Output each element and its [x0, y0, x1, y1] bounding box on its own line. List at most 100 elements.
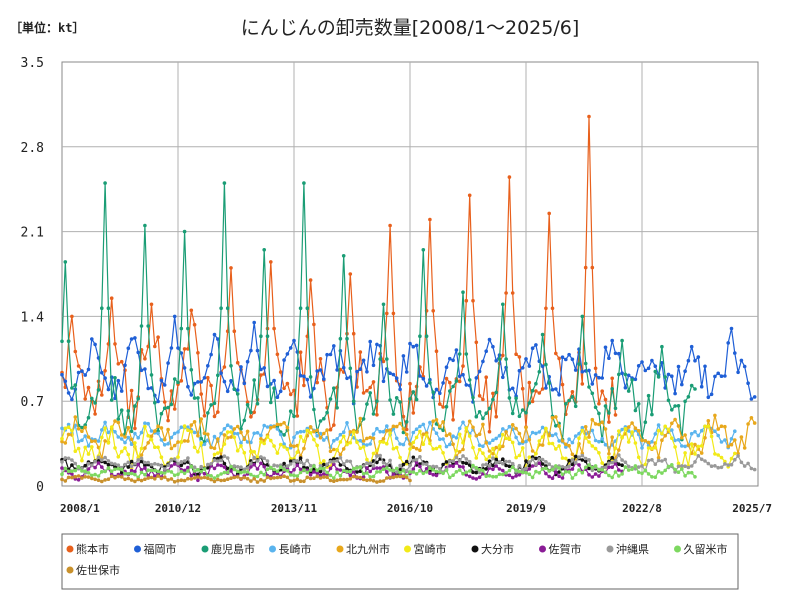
data-point	[308, 425, 313, 429]
data-point	[90, 476, 94, 481]
data-point	[322, 459, 326, 463]
data-point	[109, 398, 114, 402]
x-tick-label: 2025/7	[732, 502, 772, 515]
data-point	[93, 472, 97, 477]
data-point	[481, 463, 485, 467]
data-point	[554, 464, 558, 468]
data-point	[66, 339, 71, 344]
data-point	[394, 436, 399, 441]
data-point	[411, 445, 416, 450]
data-point	[332, 457, 336, 461]
data-point	[689, 442, 694, 446]
data-point	[60, 472, 64, 477]
data-point	[514, 396, 518, 401]
data-point	[414, 435, 419, 440]
data-point	[269, 260, 273, 264]
data-point	[93, 439, 97, 443]
data-point	[139, 324, 144, 328]
data-point	[746, 422, 750, 426]
data-point	[719, 424, 724, 429]
data-point	[487, 474, 492, 478]
data-point	[133, 404, 137, 408]
data-point	[222, 454, 227, 459]
data-point	[162, 383, 167, 387]
data-point	[119, 408, 124, 413]
data-point	[338, 468, 343, 472]
data-point	[414, 427, 419, 432]
data-point	[172, 480, 177, 484]
data-point	[308, 468, 313, 472]
data-point	[332, 344, 336, 348]
data-point	[524, 410, 528, 415]
data-point	[438, 402, 442, 406]
data-point	[593, 422, 598, 426]
data-point	[308, 278, 313, 282]
data-point	[159, 378, 164, 383]
data-point	[577, 455, 581, 460]
data-point	[620, 338, 624, 343]
data-point	[222, 442, 227, 446]
data-point	[278, 442, 283, 447]
data-point	[282, 474, 286, 479]
data-point	[646, 440, 651, 445]
data-point	[133, 462, 137, 466]
data-point	[617, 448, 621, 452]
data-point	[719, 374, 724, 379]
data-point	[365, 436, 369, 441]
data-point	[434, 431, 439, 436]
data-point	[322, 466, 326, 471]
data-point	[547, 474, 551, 479]
data-point	[388, 371, 392, 376]
data-point	[282, 468, 286, 472]
data-point	[573, 404, 578, 409]
data-point	[169, 446, 174, 451]
data-point	[332, 386, 336, 391]
data-point	[411, 430, 416, 435]
data-point	[305, 475, 310, 480]
data-point	[265, 334, 270, 339]
data-point	[212, 458, 217, 463]
data-point	[534, 469, 538, 474]
data-point	[517, 414, 522, 419]
data-point	[335, 448, 339, 452]
data-point	[610, 460, 614, 465]
data-point	[278, 389, 283, 394]
data-point	[182, 439, 187, 443]
data-point	[464, 383, 469, 387]
data-point	[133, 336, 137, 340]
data-point	[298, 470, 303, 475]
data-point	[308, 430, 313, 435]
data-point	[530, 346, 535, 351]
data-point	[63, 260, 68, 264]
data-point	[534, 462, 538, 467]
data-point	[464, 470, 469, 475]
data-point	[86, 452, 91, 456]
data-point	[318, 476, 323, 480]
data-point	[547, 462, 551, 467]
data-point	[656, 458, 661, 463]
data-point	[70, 458, 74, 462]
data-point	[375, 426, 379, 431]
data-point	[716, 427, 720, 431]
data-point	[375, 470, 379, 474]
data-point	[464, 426, 469, 430]
x-tick-label: 2008/1	[60, 502, 100, 515]
data-point	[481, 397, 485, 402]
data-point	[239, 477, 243, 481]
data-point	[179, 326, 184, 331]
data-point	[610, 475, 614, 480]
data-point	[517, 368, 522, 373]
data-point	[689, 383, 694, 388]
data-point	[554, 424, 558, 428]
series-2	[60, 181, 697, 444]
data-point	[259, 440, 263, 444]
data-point	[653, 475, 658, 480]
data-point	[83, 463, 87, 468]
data-point	[497, 472, 502, 477]
data-point	[421, 462, 426, 466]
data-point	[404, 459, 409, 464]
data-point	[189, 368, 194, 372]
data-point	[86, 471, 91, 475]
legend-marker	[66, 566, 74, 574]
data-point	[186, 439, 190, 443]
